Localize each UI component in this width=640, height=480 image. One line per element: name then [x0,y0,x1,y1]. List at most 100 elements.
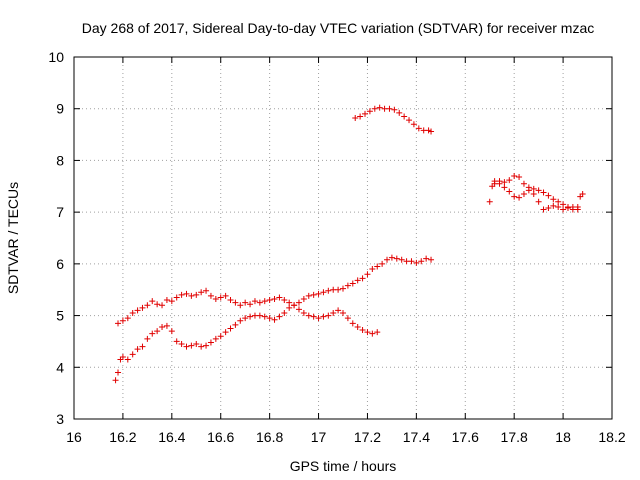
data-point [564,205,571,212]
data-point [320,289,327,296]
y-axis-label: SDTVAR / TECUs [5,182,21,294]
data-point [550,202,557,209]
data-point [149,298,156,305]
data-point [212,335,219,342]
data-point [545,192,552,199]
data-point [237,317,244,324]
x-tick-label: 16.2 [109,429,136,445]
grid-lines [73,56,613,420]
x-tick-label: 17.4 [403,429,430,445]
data-point [315,290,322,297]
data-point [247,313,254,320]
axes: 16 16.2 16.4 16.6 16.8 17 17.2 17.4 17.6 17.8 18 18… [48,49,625,445]
data-point [340,309,346,316]
data-point [271,296,278,303]
data-point [276,313,283,320]
data-point [261,298,268,305]
data-point [310,313,317,320]
data-point [242,299,249,306]
data-point [520,180,527,187]
data-point [525,187,532,194]
data-point [276,294,283,301]
data-point [198,343,205,350]
data-point [305,292,312,299]
data-point [222,329,229,336]
y-tick-label: 9 [56,101,64,117]
chart-title: Day 268 of 2017, Sidereal Day-to-day VTE… [82,20,595,36]
data-point [305,312,312,319]
data-point [212,296,219,303]
data-point [511,193,518,200]
data-point [207,339,214,346]
data-point [115,369,122,376]
data-point [183,290,190,297]
y-tick-label: 5 [56,308,64,324]
data-point [124,356,131,363]
data-point [501,179,508,186]
data-point [560,206,567,213]
data-point [357,113,364,120]
data-point [222,292,229,299]
data-point [173,338,180,345]
x-tick-label: 18.2 [598,429,625,445]
y-tick-label: 3 [56,411,64,427]
data-point [315,315,322,322]
data-point [398,256,405,263]
data-point [203,342,210,349]
x-tick-label: 17 [311,429,327,445]
data-point [401,113,408,120]
data-point [247,301,254,308]
x-tick-label: 17.6 [452,429,479,445]
data-point [530,185,537,192]
data-point [154,328,161,335]
data-point [501,184,508,191]
data-point [406,117,413,124]
data-point [325,312,332,319]
data-point [555,198,562,205]
data-point [330,309,337,316]
data-point [393,255,400,262]
data-point [335,307,342,314]
data-point [207,292,214,299]
data-point [540,206,547,213]
data-point [550,196,557,203]
data-point [183,343,190,350]
data-point [354,277,361,284]
data-point [129,309,136,316]
data-point [163,297,170,304]
x-tick-label: 16.4 [158,429,185,445]
data-point [203,287,210,294]
plot-frame [73,56,613,420]
data-point [271,316,278,323]
data-point [359,275,366,282]
data-point [266,315,273,322]
data-point [366,108,373,115]
data-point [354,323,361,330]
y-tick-label: 7 [56,204,64,220]
data-point [344,315,351,322]
data-point [511,172,518,179]
y-tick-label: 6 [56,256,64,272]
data-point [124,315,131,322]
data-point [415,125,422,132]
data-point [560,201,567,208]
y-tick-label: 10 [48,49,64,65]
data-point [540,189,547,196]
data-point [410,121,417,128]
data-point [119,317,126,324]
data-point [198,289,205,296]
data-point [144,335,151,342]
data-point [344,282,351,289]
data-point [134,346,141,353]
data-point [178,291,185,298]
data-point [178,341,185,348]
data-point [281,309,288,316]
data-point [349,280,356,287]
data-point [237,302,244,309]
data-point [295,299,302,306]
data-point [491,178,498,185]
data-point [139,304,146,311]
data-point [300,309,307,316]
data-point [352,115,359,122]
